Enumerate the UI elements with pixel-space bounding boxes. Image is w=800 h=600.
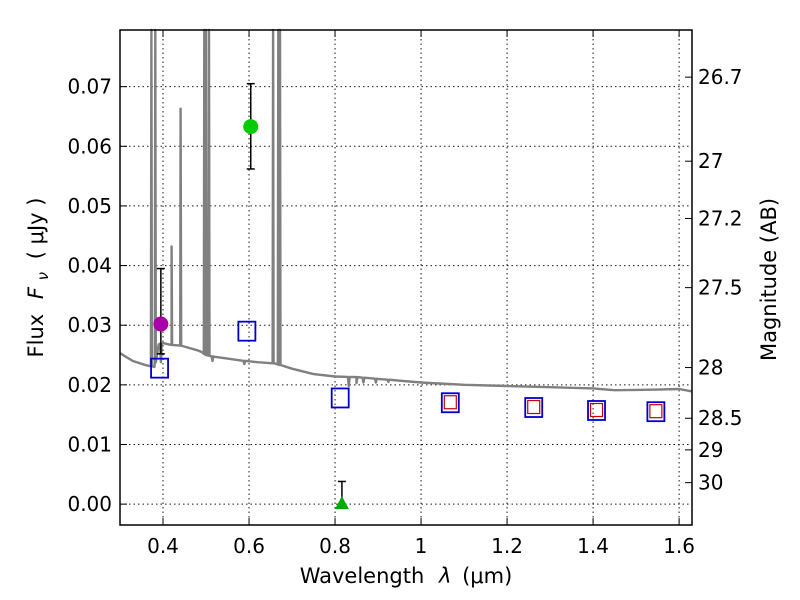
y-tick-label: 0.07 xyxy=(67,75,112,99)
model-square xyxy=(237,320,257,342)
y-tick-label: 0.03 xyxy=(67,313,112,337)
y2-tick-label: 27.2 xyxy=(698,206,743,230)
x-tick-label: 0.8 xyxy=(319,534,351,558)
y2-tick-label: 27 xyxy=(698,149,723,173)
model-square xyxy=(440,392,460,414)
observation-point xyxy=(243,119,259,135)
model-inner-square xyxy=(443,395,457,410)
observation-point xyxy=(153,316,169,332)
model-inner-square xyxy=(649,404,663,419)
x-tick-label: 1.4 xyxy=(577,534,609,558)
x-tick-label: 1 xyxy=(415,534,428,558)
model-inner-square xyxy=(527,399,541,415)
y2-tick-label: 28.5 xyxy=(698,406,743,430)
x-tick-label: 1.6 xyxy=(663,534,695,558)
plot-frame xyxy=(119,29,693,526)
y-tick-label: 0.00 xyxy=(67,492,112,516)
y2-tick-label: 29 xyxy=(698,438,723,462)
y-tick-label: 0.01 xyxy=(67,432,112,456)
x-tick-label: 0.4 xyxy=(147,534,179,558)
model-square xyxy=(587,400,606,421)
photometry-points xyxy=(150,82,666,510)
y-tick-label: 0.04 xyxy=(67,254,112,278)
y2-axis-label: Magnitude (AB) xyxy=(757,198,781,361)
model-square xyxy=(150,357,169,379)
y-tick-label: 0.05 xyxy=(67,194,112,218)
y-tick-label: 0.06 xyxy=(67,134,112,158)
model-square xyxy=(646,401,666,423)
x-tick-label: 1.2 xyxy=(491,534,523,558)
x-tick-label: 0.6 xyxy=(233,534,265,558)
y2-tick-label: 30 xyxy=(698,471,723,495)
model-square xyxy=(330,387,350,409)
upper-limit-triangle xyxy=(334,496,349,510)
y2-tick-label: 26.7 xyxy=(698,65,743,89)
y2-tick-label: 28 xyxy=(698,356,723,380)
template-spectrum xyxy=(119,28,693,393)
y-tick-label: 0.02 xyxy=(67,373,112,397)
x-axis-label: Wavelength λ (μm) xyxy=(300,564,513,588)
y2-tick-label: 27.5 xyxy=(698,276,743,300)
model-square xyxy=(524,397,544,418)
spectrum-line xyxy=(119,28,693,393)
model-inner-square xyxy=(589,402,604,418)
y-axis-label: Flux F ν ( μJy ) xyxy=(24,198,53,358)
grid-lines xyxy=(120,30,692,525)
axis-ticks: 0.4 0.6 0.8 1 1.2 1.4 1.6 0.00 0.01 0.02 0.03 0.04 0… xyxy=(67,30,743,558)
